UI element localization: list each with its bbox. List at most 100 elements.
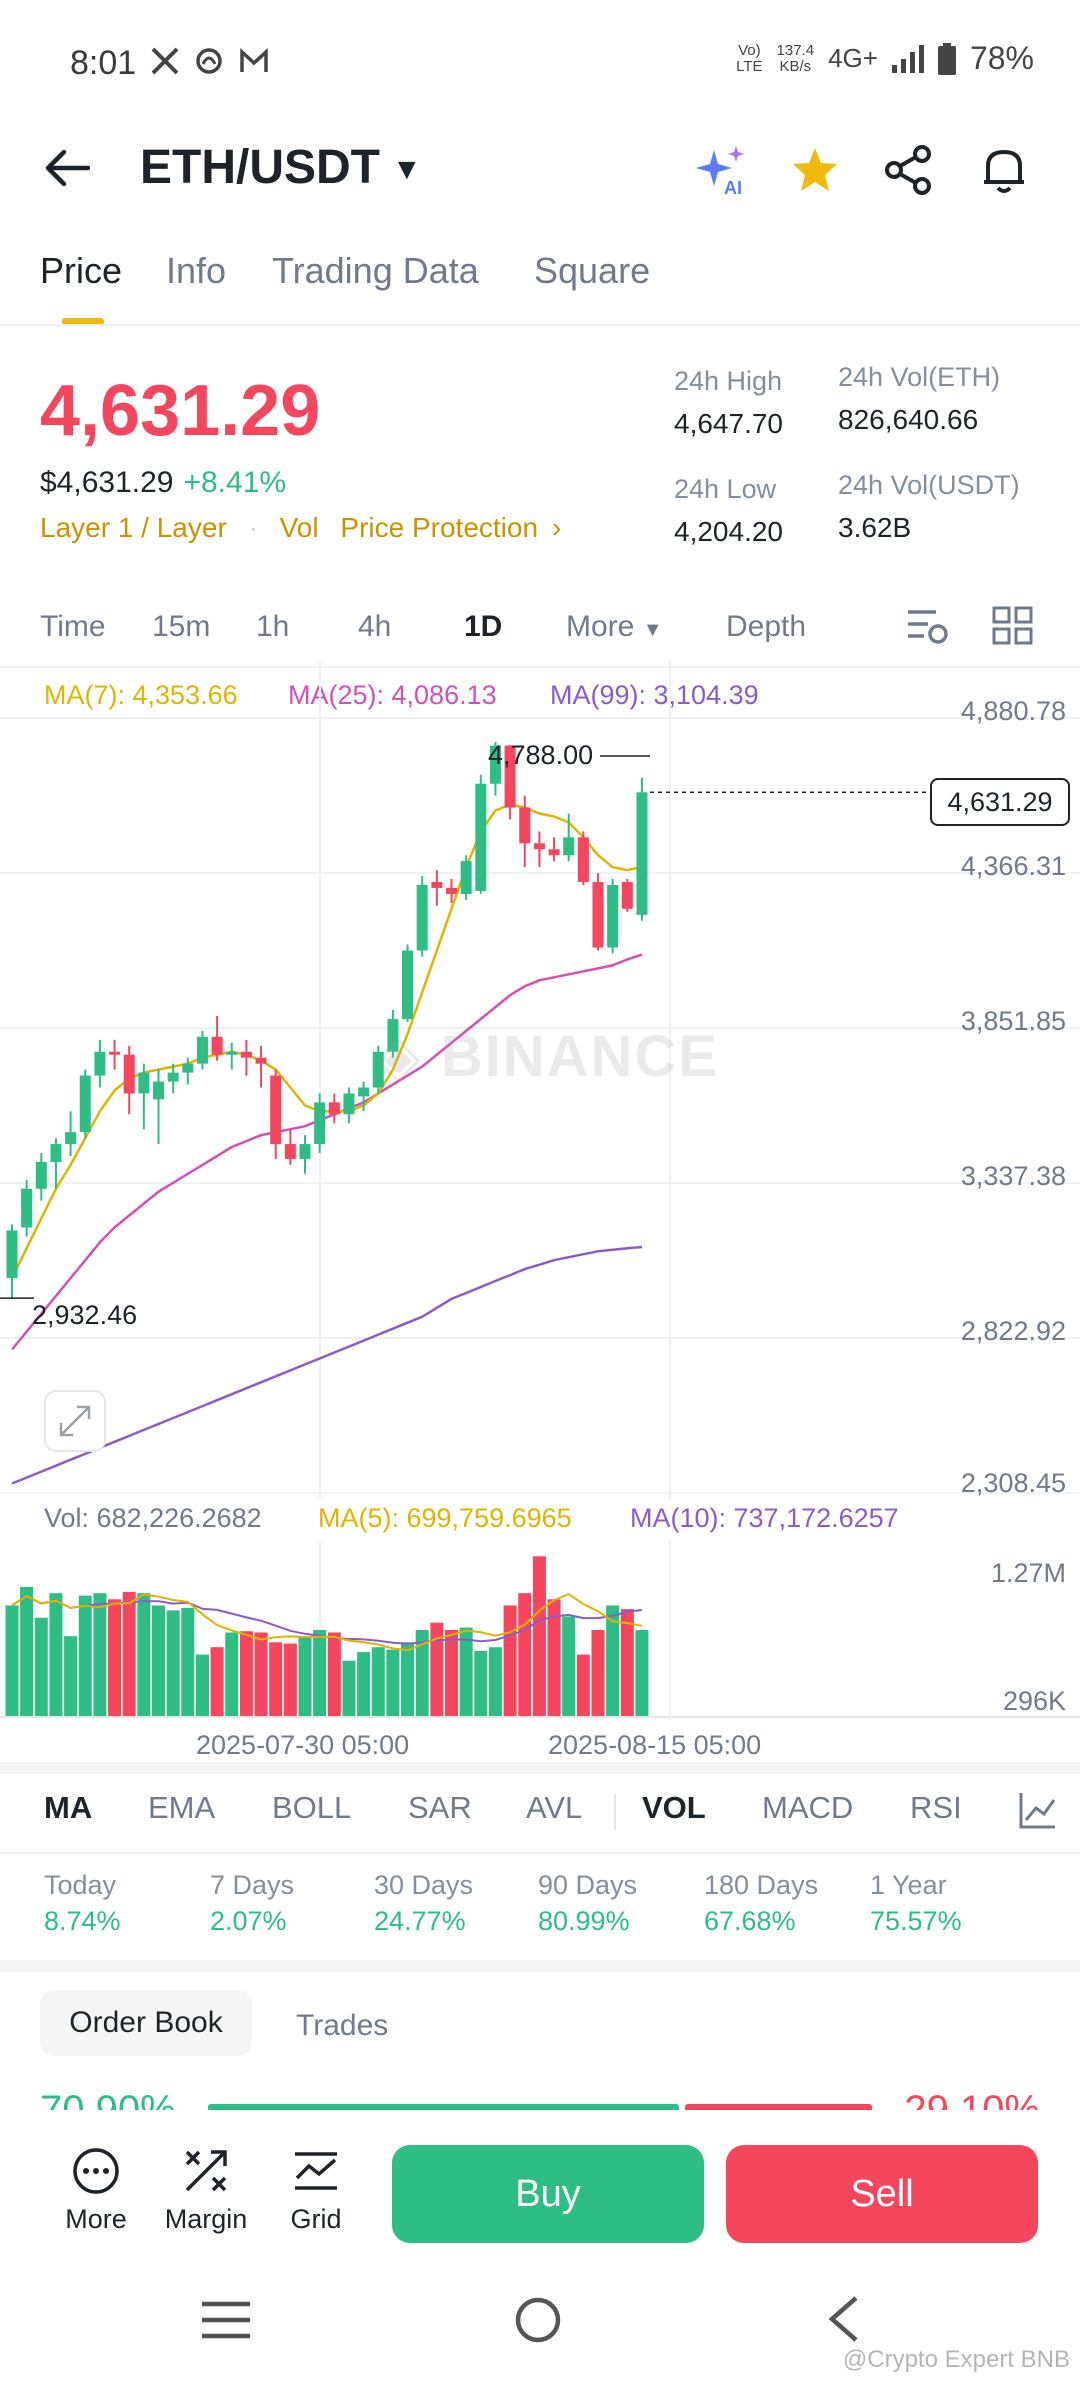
back-nav-icon[interactable] (824, 2294, 860, 2344)
tag-separator: · (248, 512, 258, 543)
depth-tab[interactable]: Depth (726, 610, 807, 643)
tag-layer[interactable]: Layer 1 / Layer (40, 512, 227, 543)
indicator-avl[interactable]: AVL (526, 1790, 583, 1825)
pair-title: ETH/USDT (140, 141, 380, 194)
indicator-ma[interactable]: MA (44, 1790, 93, 1825)
svg-text:AI: AI (724, 178, 742, 196)
indicator-vol[interactable]: VOL (642, 1790, 706, 1825)
ma7-line (10, 803, 643, 1279)
chart-settings-icon[interactable] (906, 606, 950, 646)
tab-square[interactable]: Square (534, 250, 651, 291)
volume-bar (108, 1599, 122, 1716)
ma25-label: MA(25): 4,086.13 (288, 680, 497, 710)
more-button[interactable]: More (56, 2146, 136, 2235)
low-value: 4,204.20 (674, 516, 783, 547)
fullscreen-button[interactable] (44, 1390, 106, 1452)
interval-more[interactable]: More ▼ (566, 610, 663, 644)
perf-label: 30 Days (374, 1870, 474, 1900)
volume-bar (576, 1654, 590, 1716)
perf-value: 2.07% (210, 1906, 287, 1936)
indicator-separator (614, 1794, 616, 1830)
candle-body (446, 887, 457, 894)
section-divider (0, 1960, 1080, 1972)
indicator-sar[interactable]: SAR (408, 1790, 472, 1825)
star-icon[interactable] (790, 146, 840, 194)
indicator-rsi[interactable]: RSI (910, 1790, 962, 1825)
back-arrow-icon[interactable] (44, 148, 90, 188)
volume-bar (210, 1647, 224, 1716)
sell-button[interactable]: Sell (726, 2145, 1038, 2243)
grid-bot-icon (295, 2152, 337, 2190)
volume-chart[interactable] (0, 1540, 1080, 1720)
candle-body (79, 1075, 91, 1133)
low-label: 24h Low (674, 474, 777, 504)
volume-bar (547, 1599, 561, 1716)
tab-trading-data[interactable]: Trading Data (272, 250, 479, 291)
margin-button[interactable]: Margin (158, 2146, 254, 2235)
tab-price[interactable]: Price (40, 250, 123, 291)
grid-button[interactable]: Grid (276, 2146, 356, 2235)
section-divider (0, 1762, 1080, 1774)
candle-body (489, 745, 501, 784)
status-notification-icons (150, 46, 270, 76)
ma99-label: MA(99): 3,104.39 (550, 680, 759, 710)
candle-body (284, 1144, 296, 1159)
pair-selector[interactable]: ETH/USDT ▼ (140, 140, 422, 195)
volume-bar (327, 1632, 341, 1716)
battery-icon (937, 42, 956, 75)
share-icon[interactable] (884, 144, 934, 196)
volume-bar (34, 1617, 48, 1716)
perf-label: 1 Year (870, 1870, 947, 1900)
interval-4h[interactable]: 4h (358, 610, 392, 643)
volume-bar (459, 1627, 473, 1716)
recents-nav-icon[interactable] (200, 2300, 252, 2340)
current-price-tag: 4,631.29 (930, 778, 1070, 826)
candle-body (167, 1072, 179, 1082)
grid-layout-icon[interactable] (992, 606, 1034, 646)
buy-button[interactable]: Buy (392, 2145, 704, 2243)
y-axis-label: 3,851.85 (960, 1006, 1066, 1036)
tab-info[interactable]: Info (166, 250, 227, 291)
volume-bar (225, 1632, 239, 1716)
high-value: 4,647.70 (674, 408, 783, 439)
volume-bar (122, 1591, 136, 1716)
x-app-icon (151, 47, 179, 75)
candle-body (358, 1087, 370, 1097)
order-book-tab[interactable]: Order Book (40, 1990, 252, 2056)
tag-price-protection[interactable]: Price Protection (340, 512, 539, 543)
ai-sparkle-icon[interactable]: AI (696, 144, 752, 196)
usd-price: $4,631.29 (40, 466, 174, 499)
network-type: 4G+ (828, 43, 878, 73)
perf-value: 80.99% (538, 1906, 630, 1936)
volume-bar (474, 1650, 488, 1716)
candle-body (402, 950, 414, 1019)
interval-15m[interactable]: 15m (152, 610, 211, 643)
interval-time[interactable]: Time (40, 610, 106, 643)
trades-tab[interactable]: Trades (296, 2009, 389, 2042)
indicator-boll[interactable]: BOLL (272, 1790, 352, 1825)
volume-bar (635, 1630, 649, 1716)
volume-bar (401, 1642, 415, 1716)
status-right: Vo) LTE 137.4 KB/s 4G+ 78% (736, 40, 1034, 77)
volume-bar (313, 1630, 327, 1716)
indicator-macd[interactable]: MACD (762, 1790, 854, 1825)
interval-1d[interactable]: 1D (464, 610, 503, 643)
vol-eth-value: 826,640.66 (838, 404, 979, 435)
indicator-ema[interactable]: EMA (148, 1790, 216, 1825)
y-axis-label: 2,308.45 (960, 1468, 1066, 1498)
caret-down-icon: ▼ (642, 619, 663, 641)
tag-vol[interactable]: Vol (279, 512, 319, 543)
status-time: 8:01 (70, 44, 137, 82)
candle-body (548, 849, 560, 856)
bell-icon[interactable] (980, 144, 1028, 196)
divider (0, 324, 1080, 326)
candle-body (138, 1072, 150, 1094)
price-chart[interactable] (0, 660, 1080, 1500)
vol-ma5-label: MA(5): 699,759.6965 (318, 1503, 572, 1533)
interval-1h[interactable]: 1h (256, 610, 290, 643)
volume-bar (503, 1605, 517, 1716)
home-nav-icon[interactable] (514, 2296, 562, 2344)
high-marker-label: 4,788.00 (488, 740, 594, 770)
indicator-settings-icon[interactable] (1018, 1790, 1058, 1830)
caret-down-icon: ▼ (392, 153, 422, 187)
